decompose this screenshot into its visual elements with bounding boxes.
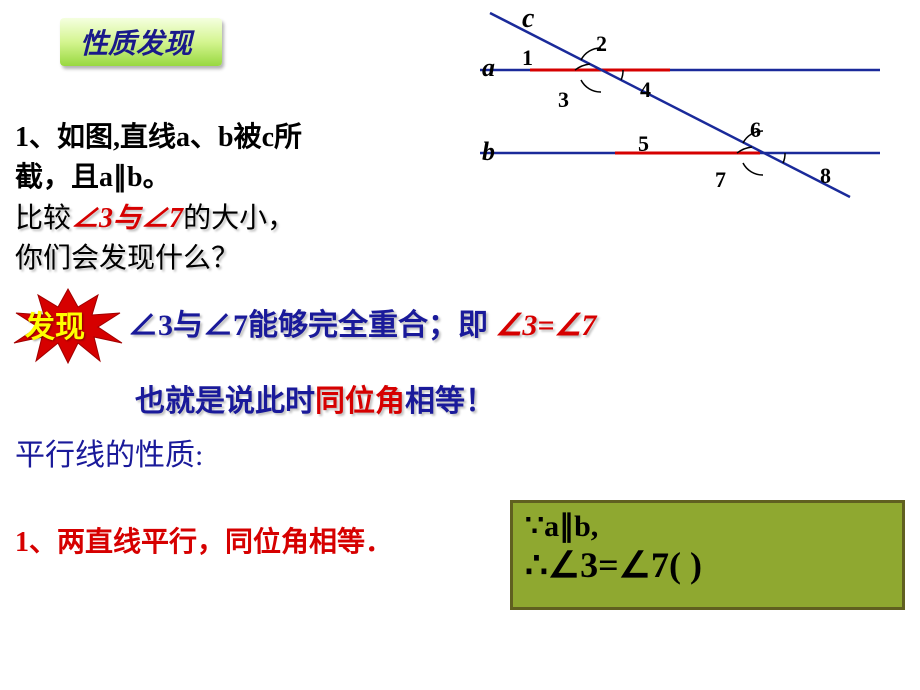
property-title: 平行线的性质:: [15, 430, 203, 474]
intro-line-1: 1、如图,直线a、b被c所: [15, 115, 302, 155]
angle-6: 6: [750, 117, 761, 143]
burst-label: 发现: [25, 302, 85, 346]
angle-8: 8: [820, 163, 831, 189]
angle-1: 1: [522, 45, 533, 71]
angle-7: 7: [715, 167, 726, 193]
question-line: 你们会发现什么？: [15, 236, 239, 276]
label-b: b: [482, 137, 495, 167]
property-statement: 1、两直线平行，同位角相等．: [15, 520, 393, 560]
angle-5: 5: [638, 131, 649, 157]
angle-4: 4: [640, 77, 651, 103]
discovery-text: ∠3与∠7能够完全重合；即 ∠3=∠7: [128, 300, 596, 344]
label-a: a: [482, 53, 495, 83]
corresponding-angles-text: 也就是说此时同位角相等！: [135, 376, 495, 420]
angle-3: 3: [558, 87, 569, 113]
intro-line-2: 截，且a∥b。: [15, 155, 171, 195]
geometry-diagram: c a b 1 2 3 4 5 6 7 8: [460, 5, 900, 205]
label-c: c: [522, 3, 534, 35]
proof-line-1: ∵a∥b,: [525, 509, 890, 544]
proof-line-2: ∴∠3=∠7( ): [525, 544, 890, 586]
title-banner: 性质发现: [60, 18, 222, 66]
compare-line: 比较∠3与∠7的大小，: [15, 196, 295, 236]
proof-box: ∵a∥b, ∴∠3=∠7( ): [510, 500, 905, 610]
angle-2: 2: [596, 31, 607, 57]
